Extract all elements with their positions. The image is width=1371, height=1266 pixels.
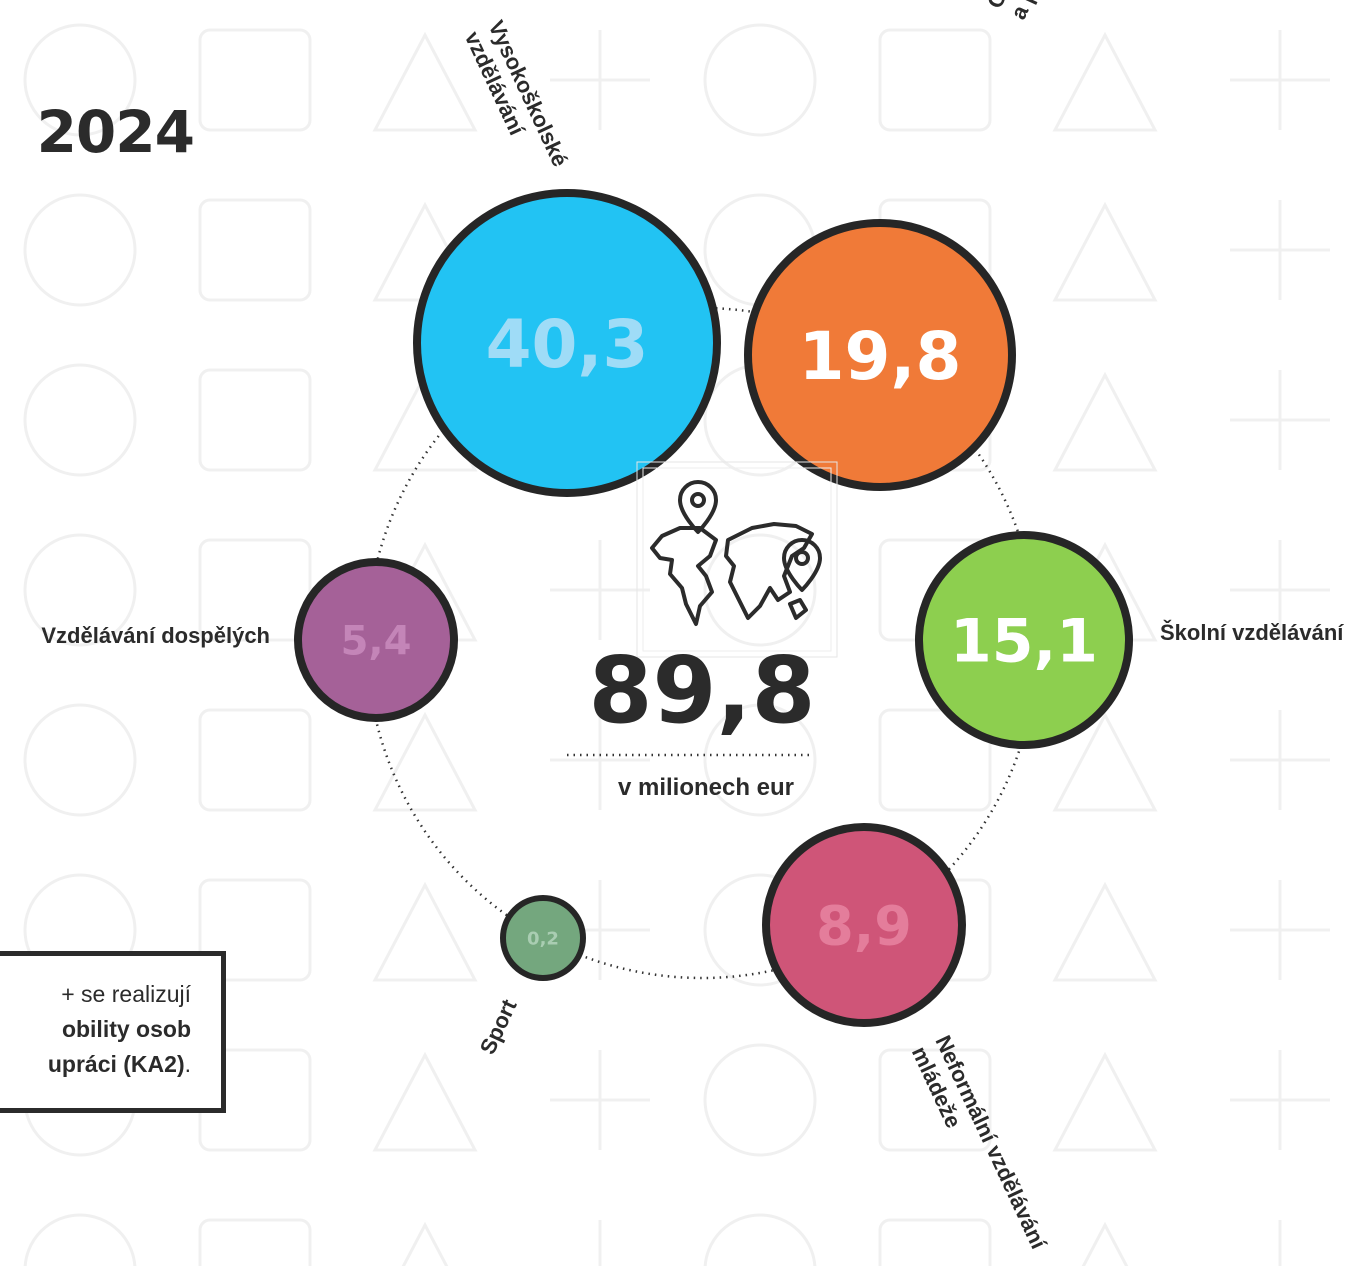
bubble-value-vysokoskolske-vzdelavani: 40,3 [486,306,649,383]
category-label-odborne-vzdelavani-a-priprava: Odborné vzdělávánía příprava [982,0,1117,23]
page-title: 2024 [0,92,200,172]
info-line-3-bold: upráci (KA2) [47,1051,185,1077]
info-line-3: upráci (KA2). [48,1050,191,1078]
info-box: + se realizují obility osob upráci (KA2)… [0,951,226,1113]
category-label-vysokoskolske-vzdelavani: Vysokoškolskévzdělávání [460,17,573,182]
bubble-neformalni-vzdelavani-mladeze [762,823,966,1027]
category-label-neformalni-vzdelavani-mladeze: Neformální vzdělávánímládeže [907,1032,1052,1265]
bubble-value-neformalni-vzdelavani-mladeze: 8,9 [816,894,912,957]
bubble-odborne-vzdelavani-a-priprava [744,219,1016,491]
info-line-2: obility osob [61,1016,191,1042]
page-title-text: 2024 [36,98,195,166]
bubble-value-vzdelavani-dospelych: 5,4 [341,618,412,664]
category-label-sport: Sport [475,995,522,1058]
bubble-skolni-vzdelavani [915,531,1133,749]
bubble-value-sport: 0,2 [527,928,559,949]
bubble-value-odborne-vzdelavani-a-priprava: 19,8 [799,318,962,395]
unit-label: v milionech eur [618,774,794,801]
info-line-1: + se realizují [61,981,191,1007]
world-map-pins-icon [636,461,838,658]
category-label-vzdelavani-dospelych: Vzdělávání dospělých [41,623,270,648]
bubble-vysokoskolske-vzdelavani [413,189,721,497]
bubble-vzdelavani-dospelych [294,558,458,722]
category-label-skolni-vzdelavani: Školní vzdělávání [1160,620,1344,645]
bubble-value-skolni-vzdelavani: 15,1 [950,607,1098,677]
bubble-sport [500,895,586,981]
info-line-3-rest: . [184,1051,191,1077]
total-value: 89,8 [589,637,816,744]
